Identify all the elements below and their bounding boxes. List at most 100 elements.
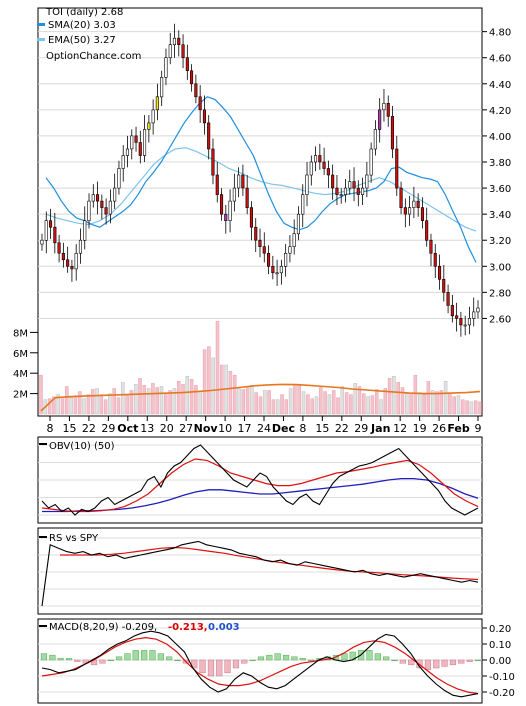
candle-body xyxy=(339,194,343,196)
volume-bar xyxy=(237,388,241,415)
volume-bar xyxy=(52,396,56,415)
volume-bar xyxy=(65,386,69,415)
ema50-legend-swatch xyxy=(37,38,45,41)
macd-histogram-bar xyxy=(466,659,473,662)
candle-body xyxy=(279,265,283,274)
candle-body xyxy=(455,315,459,319)
volume-bar xyxy=(288,388,293,415)
candle-body xyxy=(78,239,82,254)
price-tick-label: 4.40 xyxy=(489,80,511,91)
volume-bar xyxy=(465,400,469,415)
candle-body xyxy=(254,226,258,241)
brand-label: OptionChance.com xyxy=(46,51,141,62)
date-tick-label: Feb xyxy=(447,422,470,435)
macd-histogram-bar xyxy=(383,656,390,661)
candle-body xyxy=(100,200,104,208)
volume-bar xyxy=(280,394,284,415)
macd-y-axis: 0.20 0.10 0.00 -0.10 -0.20 xyxy=(482,624,515,699)
candle-body xyxy=(446,292,450,306)
volume-bar xyxy=(293,384,297,415)
volume-bar xyxy=(108,393,112,415)
obv-grid xyxy=(38,444,482,516)
candle-body xyxy=(335,187,339,195)
candle-body xyxy=(450,305,454,317)
volume-bar xyxy=(215,320,220,415)
candle-body xyxy=(70,265,74,270)
candle-body xyxy=(40,239,44,245)
macd-histogram-bar xyxy=(257,656,265,661)
volume-bar xyxy=(387,378,392,415)
candle-body xyxy=(429,239,433,254)
volume-bar xyxy=(379,399,383,415)
volume-bar xyxy=(469,401,474,415)
volume-bar xyxy=(86,394,91,415)
macd-histogram-bar xyxy=(232,659,240,669)
candle-body xyxy=(266,253,271,267)
candle-body xyxy=(437,265,442,280)
candle-body xyxy=(360,187,365,195)
candle-body xyxy=(356,187,360,195)
date-tick-label: 8 xyxy=(299,422,306,435)
candle-body xyxy=(365,174,369,189)
candle-body xyxy=(181,44,185,59)
volume-tick-label: 8M xyxy=(13,328,28,339)
volume-bar xyxy=(116,397,121,415)
volume-bar xyxy=(344,392,349,415)
volume-bar xyxy=(426,381,431,415)
candle-body xyxy=(202,109,206,124)
volume-bar xyxy=(327,394,332,415)
macd-histogram-bar xyxy=(141,650,148,661)
macd-line xyxy=(41,630,479,698)
date-tick-label: Oct xyxy=(117,422,138,435)
volume-bar xyxy=(284,399,289,415)
macd-histogram-bar xyxy=(424,659,432,670)
candle-body xyxy=(348,181,352,189)
volume-bar xyxy=(267,390,271,415)
macd-histogram-bar xyxy=(57,658,64,661)
volume-bar xyxy=(319,387,323,415)
volume-bar xyxy=(95,388,99,415)
volume-bar xyxy=(133,384,138,415)
date-tick-label: 12 xyxy=(393,422,407,435)
volume-bar xyxy=(443,381,448,415)
price-tick-label: 2.80 xyxy=(489,288,511,299)
candle-body xyxy=(245,187,249,209)
macd-signal-line xyxy=(41,636,479,695)
candle-body xyxy=(215,174,219,195)
candle-body xyxy=(121,155,125,169)
volume-bar xyxy=(353,383,357,415)
volume-bar xyxy=(263,390,267,415)
candle-body xyxy=(343,187,348,195)
candle-body xyxy=(74,253,78,270)
volume-bar xyxy=(336,397,340,415)
candle-body xyxy=(220,194,224,215)
candle-body xyxy=(395,148,399,189)
price-tick-label: 3.00 xyxy=(489,262,511,273)
volume-bar xyxy=(176,381,181,415)
candle-body xyxy=(211,148,215,176)
price-tick-label: 3.20 xyxy=(489,236,511,247)
macd-tick-label: 0.00 xyxy=(489,656,511,667)
macd-histogram-bar xyxy=(433,659,440,669)
volume-bar xyxy=(250,385,254,415)
volume-tick-label: 6M xyxy=(13,349,28,360)
rs-title: RS vs SPY xyxy=(49,533,99,544)
rs-grid xyxy=(38,537,482,607)
volume-bar xyxy=(439,390,444,415)
candle-body xyxy=(386,103,390,117)
date-tick-label: Jan xyxy=(370,422,390,435)
price-y-axis: 4.80 4.60 4.40 4.20 4.00 3.80 3.60 3.40 3.20 3.00… xyxy=(482,28,511,325)
candle-body xyxy=(403,207,407,215)
chart-title: TOI (daily) 2.68 xyxy=(45,7,123,18)
macd-histogram-bar xyxy=(391,659,398,662)
sma20-legend-swatch xyxy=(37,23,45,26)
candle-body xyxy=(416,200,420,208)
volume-bar xyxy=(456,395,461,415)
volume-bar xyxy=(245,386,250,415)
candle-body xyxy=(433,253,437,267)
candle-body xyxy=(61,253,65,261)
volume-bar xyxy=(275,399,280,415)
candle-body xyxy=(125,148,129,156)
macd-histogram-bar xyxy=(441,659,448,667)
